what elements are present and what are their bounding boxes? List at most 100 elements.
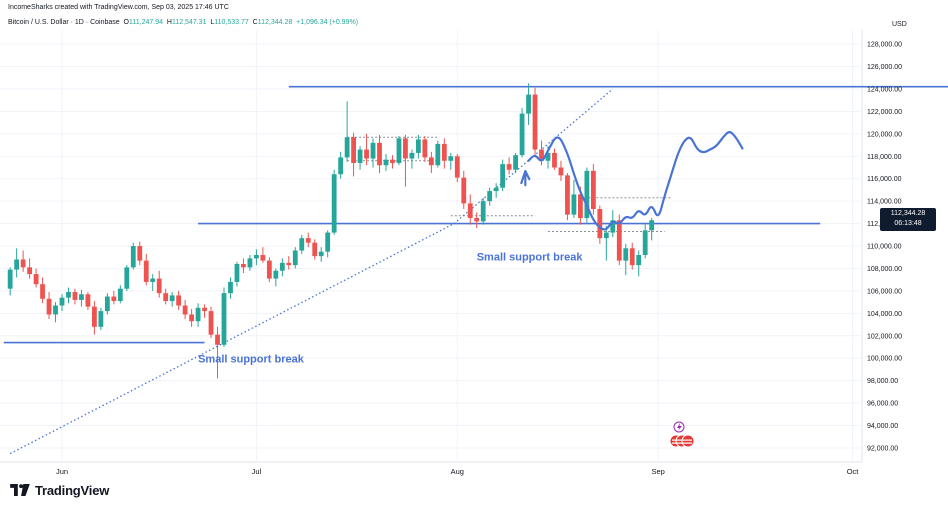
candle-up[interactable]	[104, 293, 110, 315]
candle-up[interactable]	[636, 250, 642, 277]
candle-down[interactable]	[552, 148, 557, 170]
candle-down[interactable]	[241, 258, 246, 273]
candle-up[interactable]	[299, 234, 305, 254]
candle-down[interactable]	[422, 136, 428, 162]
candle-up[interactable]	[649, 217, 655, 241]
candle-down[interactable]	[208, 306, 214, 339]
candle-down[interactable]	[20, 250, 26, 272]
candle-up[interactable]	[610, 210, 616, 238]
candle-up[interactable]	[603, 225, 609, 261]
candle-down[interactable]	[454, 154, 460, 183]
symbol-legend[interactable]: Bitcoin / U.S. Dollar · 1D · Coinbase O1…	[8, 19, 358, 26]
candle-up[interactable]	[79, 289, 84, 307]
candle-up[interactable]	[98, 307, 104, 331]
candle-up[interactable]	[338, 151, 344, 179]
us-flag-icon-3[interactable]	[681, 434, 695, 448]
candle-down[interactable]	[506, 157, 512, 175]
candle-up[interactable]	[383, 154, 389, 171]
candle-up[interactable]	[500, 159, 506, 192]
candle-down[interactable]	[72, 288, 78, 305]
candle-up[interactable]	[526, 83, 531, 125]
candle-up[interactable]	[409, 149, 415, 169]
price-projection[interactable]	[520, 131, 744, 231]
candle-up[interactable]	[292, 247, 298, 269]
candle-up[interactable]	[234, 261, 240, 287]
candle-up[interactable]	[571, 179, 577, 218]
candle-up[interactable]	[14, 248, 20, 278]
candle-up[interactable]	[254, 249, 259, 266]
candle-down[interactable]	[40, 277, 45, 304]
projection-path[interactable]	[527, 131, 744, 231]
candle-up[interactable]	[435, 140, 441, 168]
candle-up[interactable]	[53, 302, 58, 323]
candle-up[interactable]	[396, 136, 402, 166]
candle-down[interactable]	[474, 212, 480, 229]
candle-up[interactable]	[66, 287, 71, 304]
candle-up[interactable]	[584, 167, 590, 223]
candle-up[interactable]	[169, 292, 175, 307]
candle-down[interactable]	[441, 138, 447, 169]
candle-down[interactable]	[111, 290, 117, 305]
time-axis[interactable]: Jun Jul Aug Sep Oct	[56, 467, 859, 476]
candle-down[interactable]	[467, 194, 473, 225]
candle-down[interactable]	[163, 288, 169, 305]
candle-up[interactable]	[448, 152, 454, 170]
candle-up[interactable]	[247, 255, 253, 271]
currency-label[interactable]: USD	[892, 21, 907, 28]
candle-down[interactable]	[182, 299, 188, 319]
candle-down[interactable]	[390, 155, 395, 169]
candle-up[interactable]	[228, 277, 233, 299]
candle-down[interactable]	[143, 253, 149, 286]
candle-down[interactable]	[428, 151, 434, 174]
candle-up[interactable]	[487, 187, 493, 206]
candle-down[interactable]	[539, 140, 544, 166]
candle-up[interactable]	[150, 274, 156, 291]
candle-up[interactable]	[279, 258, 285, 277]
candle-up[interactable]	[519, 108, 525, 158]
candle-down[interactable]	[597, 205, 603, 244]
candle-down[interactable]	[189, 308, 194, 327]
candle-up[interactable]	[623, 243, 629, 276]
candle-up[interactable]	[318, 247, 324, 262]
candle-down[interactable]	[532, 87, 538, 157]
candle-up[interactable]	[221, 287, 227, 348]
candle-up[interactable]	[513, 152, 518, 174]
candle-down[interactable]	[629, 242, 635, 270]
candle-down[interactable]	[377, 134, 382, 174]
candle-up[interactable]	[357, 146, 363, 170]
candle-down[interactable]	[266, 257, 272, 282]
candle-down[interactable]	[46, 292, 52, 319]
candle-up[interactable]	[325, 230, 331, 258]
candle-down[interactable]	[403, 134, 408, 187]
candle-down[interactable]	[364, 133, 369, 166]
candle-down[interactable]	[286, 256, 292, 270]
candle-down[interactable]	[92, 301, 97, 335]
candle-up[interactable]	[493, 183, 499, 198]
candle-down[interactable]	[176, 290, 182, 310]
candle-up[interactable]	[344, 101, 350, 162]
candle-up[interactable]	[130, 242, 136, 270]
candle-down[interactable]	[33, 268, 39, 288]
tradingview-branding[interactable]: TradingView	[10, 480, 109, 500]
candle-up[interactable]	[331, 169, 337, 235]
candle-down[interactable]	[137, 241, 143, 266]
candle-down[interactable]	[85, 292, 91, 310]
candlesticks[interactable]	[7, 83, 655, 379]
dotted-trendline[interactable]	[9, 223, 455, 455]
candle-down[interactable]	[590, 164, 596, 215]
candle-up[interactable]	[124, 265, 130, 291]
candle-up[interactable]	[416, 134, 421, 159]
candle-down[interactable]	[27, 258, 32, 279]
candle-up[interactable]	[642, 222, 648, 259]
price-axis[interactable]: 92,000.00 94,000.00 96,000.00 98,000.00 100,…	[867, 42, 902, 453]
candle-down[interactable]	[351, 132, 356, 177]
candle-down[interactable]	[215, 326, 220, 379]
candle-down[interactable]	[558, 160, 564, 181]
candle-up[interactable]	[273, 268, 279, 287]
trendlines[interactable]	[3, 85, 948, 455]
event-markers[interactable]	[669, 421, 695, 448]
symbol-name[interactable]: Bitcoin / U.S. Dollar · 1D · Coinbase	[8, 19, 120, 26]
candle-down[interactable]	[312, 239, 318, 260]
